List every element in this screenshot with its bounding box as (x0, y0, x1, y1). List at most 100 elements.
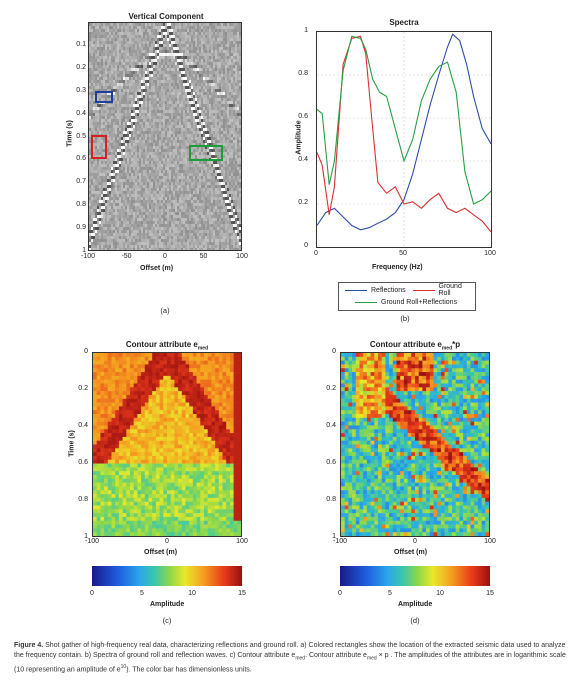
panel-b-ytick: 0.8 (298, 70, 308, 77)
panel-b-xtick: 0 (314, 250, 318, 257)
caption-sup: 10 (120, 664, 127, 671)
figure-caption: Figure 4. Shot gather of high-frequency … (14, 641, 566, 675)
legend-item-combined: Ground Roll+Reflections (349, 297, 457, 307)
panel-b-xlabel: Frequency (Hz) (372, 264, 423, 271)
caption-text-3: × p . The amplitudes of the attributes a… (14, 651, 566, 674)
panel-b-title: Spectra (389, 18, 419, 27)
panel-d-title: Contour attribute emed*p (340, 340, 490, 352)
panel-a-ytick: 0.4 (76, 109, 86, 117)
panel-b-label: (b) (400, 314, 410, 323)
panel-a-xtick: 100 (236, 253, 248, 260)
panel-c-xtick: 100 (236, 538, 248, 545)
panel-a-ytick: 0.1 (76, 40, 86, 48)
colorbar-d-tick: 5 (388, 590, 392, 597)
panel-d-ytick: 0 (332, 348, 336, 355)
panel-d-title-text: Contour attribute e (369, 340, 442, 349)
heatmap-c-plot (92, 352, 242, 537)
panel-b-ylabel: Amplitude (295, 120, 303, 155)
seismic-gather-plot (88, 22, 242, 251)
spectra-plot (316, 31, 492, 248)
caption-sub-1: med (295, 654, 306, 661)
panel-b-xtick: 100 (484, 250, 496, 257)
colorbar-d-tick: 0 (338, 590, 342, 597)
colorbar-c-tick: 10 (188, 590, 196, 597)
caption-text-4: ). The color bar has dimensionless units… (126, 666, 252, 674)
legend-item-ground-roll: Ground Roll (407, 283, 475, 297)
panel-c-xtick: 0 (165, 538, 169, 545)
panel-d-xtick: 0 (413, 538, 417, 545)
panel-c-xlabel: Offset (m) (144, 549, 178, 556)
panel-a-ytick: 0.3 (76, 86, 86, 94)
heatmap-c-image (93, 353, 241, 536)
extraction-rectangles (91, 91, 223, 161)
panel-a-ytick: 0.7 (76, 178, 86, 186)
legend-line-ground-roll (413, 289, 435, 291)
panel-b-ytick: 0.6 (298, 113, 308, 120)
colorbar-c-tick: 15 (238, 590, 246, 597)
panel-a-ytick: 0.8 (76, 201, 86, 209)
colorbar-c-label: Amplitude (150, 601, 185, 608)
legend-label-combined: Ground Roll+Reflections (381, 298, 458, 306)
panel-d-xtick: 100 (484, 538, 496, 545)
panel-c-ylabel: Time (s) (68, 430, 76, 457)
colorbar-d-label: Amplitude (398, 601, 433, 608)
panel-c-ytick: 0.4 (78, 422, 88, 429)
rect-blue-reflection (95, 91, 113, 103)
caption-figure-number: Figure 4. (14, 642, 44, 649)
panel-c-title: Contour attribute emed (92, 340, 242, 352)
panel-d-ytick: 0.4 (326, 422, 336, 429)
colorbar-c-tick: 0 (90, 590, 94, 597)
panel-a-label: (a) (160, 306, 170, 315)
panel-c-ytick: 0.8 (78, 496, 88, 503)
panel-c-title-text: Contour attribute e (125, 340, 198, 349)
panel-b-ytick: 0 (304, 242, 308, 249)
panel-a-xlabel: Offset (m) (140, 265, 174, 272)
legend-line-combined (355, 301, 377, 303)
colorbar-d (340, 566, 490, 586)
spectra-legend: Reflections Ground Roll Ground Roll+Refl… (338, 282, 476, 311)
panel-a-ytick: 0.6 (76, 155, 86, 163)
panel-c-ytick: 0.2 (78, 385, 88, 392)
panel-a-ytick: 1 (82, 247, 86, 254)
panel-a-ytick: 0.9 (76, 224, 86, 232)
legend-line-reflections (345, 289, 367, 291)
heatmap-d-plot (340, 352, 490, 537)
panel-c-ytick: 1 (84, 533, 88, 540)
panel-c-label: (c) (162, 616, 172, 625)
colorbar-d-tick: 10 (436, 590, 444, 597)
panel-b-ytick: 0.4 (298, 156, 308, 163)
seismic-gather-image (89, 23, 241, 250)
colorbar-c (92, 566, 242, 586)
panel-b-ytick: 0.2 (298, 199, 308, 206)
panel-c-xtick: -100 (84, 538, 99, 545)
legend-label-ground-roll: Ground Roll (438, 283, 462, 297)
panel-b-xtick: 50 (399, 250, 407, 257)
panel-a-xtick: -100 (80, 253, 95, 260)
rect-red-ground-roll (91, 135, 107, 159)
panel-a-title: Vertical Component (128, 12, 204, 21)
panel-d-ytick: 1 (332, 533, 336, 540)
panel-d-xlabel: Offset (m) (394, 549, 428, 556)
panel-d-ytick: 0.8 (326, 496, 336, 503)
panel-c-ytick: 0 (84, 348, 88, 355)
panel-d-title-suffix: *p (452, 340, 461, 349)
panel-a-ytick: 0.5 (76, 132, 86, 140)
colorbar-c-gradient (92, 566, 242, 586)
colorbar-c-tick: 5 (140, 590, 144, 597)
panel-a-xtick: 50 (199, 253, 208, 260)
series-line-2 (317, 35, 491, 205)
panel-a-ytick: 0.2 (76, 63, 86, 71)
caption-text-2: . Contour attribute e (305, 651, 367, 659)
colorbar-d-gradient (340, 566, 490, 586)
rect-green-combined (189, 145, 223, 161)
panel-a-ylabel: Time (s) (66, 120, 74, 147)
panel-d-label: (d) (410, 616, 420, 625)
panel-d-title-sub: med (441, 345, 453, 352)
panel-c-ytick: 0.6 (78, 459, 88, 466)
panel-d-xtick: -100 (332, 538, 347, 545)
panel-d-ytick: 0.6 (326, 459, 336, 466)
caption-text-1: Shot gather of high-frequency real data,… (14, 642, 566, 659)
heatmap-d-image (341, 353, 489, 536)
panel-a-xtick: -50 (121, 253, 132, 260)
legend-label-reflections: Reflections (371, 286, 406, 294)
